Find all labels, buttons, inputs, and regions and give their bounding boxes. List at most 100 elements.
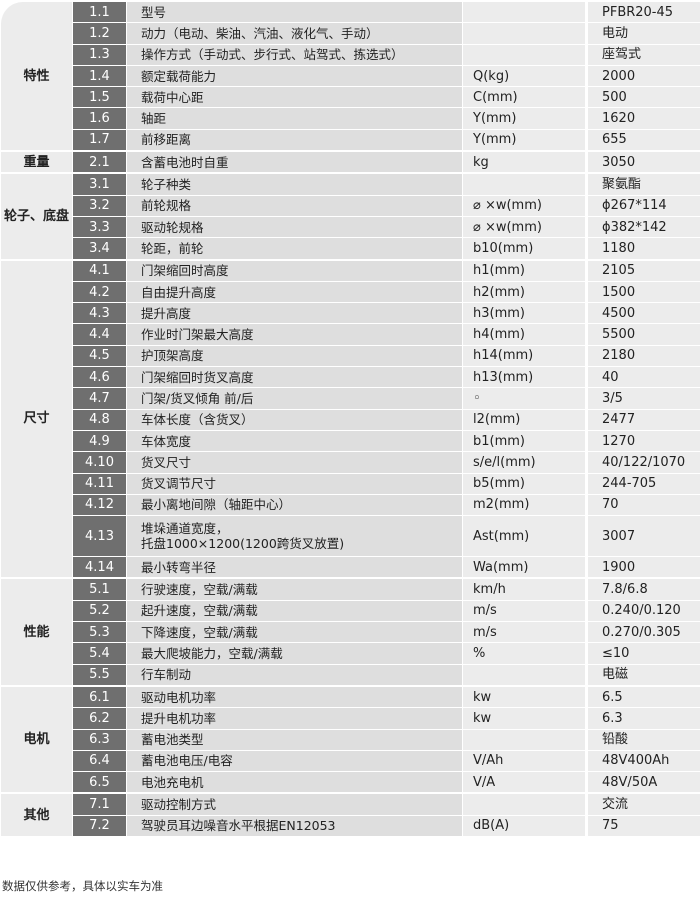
spec-name: 下降速度，空载/满载 — [126, 621, 463, 644]
spec-name: 轮子种类 — [126, 172, 463, 196]
spec-unit: h13(mm) — [462, 366, 587, 389]
spec-name: 货叉尺寸 — [126, 451, 463, 474]
spec-unit — [462, 792, 587, 816]
row-number: 4.3 — [72, 302, 127, 325]
spec-unit: s/e/l(mm) — [462, 451, 587, 474]
spec-name: 含蓄电池时自重 — [126, 150, 463, 175]
spec-row: 3.2 前轮规格 ⌀ ×w(mm) ϕ267*114 — [1, 194, 700, 217]
spec-row: 1.2 动力（电动、柴油、汽油、液化气、手动） 电动 — [1, 22, 700, 45]
spec-value: PFBR20-45 — [585, 0, 700, 24]
spec-unit: ⌀ ×w(mm) — [462, 194, 587, 217]
spec-row: 轮子、底盘 3.1 轮子种类 聚氨酯 — [0, 172, 700, 261]
spec-name: 自由提升高度 — [126, 280, 463, 304]
spec-name: 轮距，前轮 — [126, 237, 463, 261]
spec-unit: h3(mm) — [462, 302, 587, 325]
spec-name: 提升电机功率 — [126, 707, 463, 730]
spec-value: 1620 — [585, 107, 700, 130]
spec-value: ≤10 — [585, 642, 700, 665]
spec-unit: Ast(mm) — [462, 515, 587, 558]
spec-unit: ◦ — [462, 387, 587, 410]
spec-value: 244-705 — [585, 472, 700, 495]
spec-row: 6.3 蓄电池类型 铅酸 — [1, 728, 700, 751]
spec-value: ϕ382*142 — [585, 215, 700, 239]
row-number: 6.3 — [72, 728, 127, 751]
spec-unit: b1(mm) — [462, 429, 587, 453]
spec-value: 7.8/6.8 — [585, 577, 700, 601]
spec-row: 其他 7.1 驱动控制方式 交流 — [0, 792, 700, 838]
spec-name: 蓄电池电压/电容 — [126, 749, 463, 773]
spec-value: ϕ267*114 — [585, 194, 700, 217]
row-number: 4.11 — [72, 472, 127, 495]
spec-row: 1.3 操作方式（手动式、步行式、站驾式、拣选式） 座驾式 — [1, 43, 700, 66]
spec-unit: ⌀ ×w(mm) — [462, 215, 587, 239]
spec-value: 48V/50A — [585, 771, 700, 795]
spec-value: 交流 — [585, 792, 700, 816]
row-number: 1.7 — [72, 128, 127, 153]
spec-name: 门架缩回时货叉高度 — [126, 366, 463, 389]
spec-value: 48V400Ah — [585, 749, 700, 773]
row-number: 3.4 — [72, 237, 127, 261]
spec-row: 5.2 起升速度，空载/满载 m/s 0.240/0.120 — [1, 599, 700, 623]
spec-value: 3050 — [585, 150, 700, 175]
spec-name: 驱动电机功率 — [126, 685, 463, 709]
spec-value: 聚氨酯 — [585, 172, 700, 196]
spec-name: 操作方式（手动式、步行式、站驾式、拣选式） — [126, 43, 463, 66]
row-number: 4.13 — [72, 515, 127, 558]
spec-row: 4.4 作业时门架最大高度 h4(mm) 5500 — [1, 323, 700, 346]
spec-row: 4.6 门架缩回时货叉高度 h13(mm) 40 — [1, 366, 700, 389]
category-label: 轮子、底盘 — [0, 172, 73, 261]
row-number: 4.5 — [72, 344, 127, 368]
row-number: 7.2 — [72, 814, 127, 838]
spec-row: 5.4 最大爬坡能力，空载/满载% ≤10 — [1, 642, 700, 665]
category-label: 电机 — [0, 685, 73, 795]
spec-name: 载荷中心距 — [126, 86, 463, 109]
category-label: 其他 — [0, 792, 73, 838]
row-number: 5.1 — [72, 577, 127, 601]
spec-row: 4.13 堆垛通道宽度， 托盘1000×1200(1200跨货叉放置) Ast(mm… — [1, 515, 700, 558]
row-number: 5.4 — [72, 642, 127, 665]
spec-name: 驱动轮规格 — [126, 215, 463, 239]
category-label: 尺寸 — [0, 259, 73, 580]
spec-unit: m/s — [462, 621, 587, 644]
spec-unit: h4(mm) — [462, 323, 587, 346]
spec-unit: C(mm) — [462, 86, 587, 109]
spec-unit: m/s — [462, 599, 587, 623]
row-number: 2.1 — [72, 150, 127, 175]
row-number: 1.6 — [72, 107, 127, 130]
spec-value: 655 — [585, 128, 700, 153]
spec-row: 4.8 车体长度（含货叉） l2(mm) 2477 — [1, 408, 700, 431]
spec-value: 2000 — [585, 64, 700, 88]
spec-value: 4500 — [585, 302, 700, 325]
spec-value: 6.5 — [585, 685, 700, 709]
spec-unit: h2(mm) — [462, 280, 587, 304]
spec-unit: l2(mm) — [462, 408, 587, 431]
spec-name: 起升速度，空载/满载 — [126, 599, 463, 623]
spec-value: 6.3 — [585, 707, 700, 730]
spec-name: 最小转弯半径 — [126, 556, 463, 580]
spec-unit — [462, 172, 587, 196]
spec-unit — [462, 663, 587, 687]
spec-value: 3007 — [585, 515, 700, 558]
spec-row: 4.2 自由提升高度 h2(mm) 1500 — [1, 280, 700, 304]
spec-value: 2180 — [585, 344, 700, 368]
spec-name: 驱动控制方式 — [126, 792, 463, 816]
spec-row: 1.7 前移距离 Y(mm) 655 — [1, 128, 700, 153]
spec-unit — [462, 43, 587, 66]
row-number: 4.7 — [72, 387, 127, 410]
spec-value: 座驾式 — [585, 43, 700, 66]
spec-value: 1180 — [585, 237, 700, 261]
spec-value: 1270 — [585, 429, 700, 453]
row-number: 6.1 — [72, 685, 127, 709]
spec-name: 型号 — [126, 0, 463, 24]
spec-row: 4.9 车体宽度 b1(mm) 1270 — [1, 429, 700, 453]
row-number: 6.4 — [72, 749, 127, 773]
category-label: 特性 — [0, 1, 73, 153]
spec-name: 堆垛通道宽度， 托盘1000×1200(1200跨货叉放置) — [126, 515, 463, 558]
spec-unit: b5(mm) — [462, 472, 587, 495]
spec-value: 40/122/1070 — [585, 451, 700, 474]
spec-row: 6.4 蓄电池电压/电容 V/Ah 48V400Ah — [1, 749, 700, 773]
spec-name: 车体宽度 — [126, 429, 463, 453]
row-number: 5.3 — [72, 621, 127, 644]
spec-row: 7.2 驾驶员耳边噪音水平根据EN12053 dB(A) 75 — [1, 814, 700, 838]
spec-name: 提升高度 — [126, 302, 463, 325]
